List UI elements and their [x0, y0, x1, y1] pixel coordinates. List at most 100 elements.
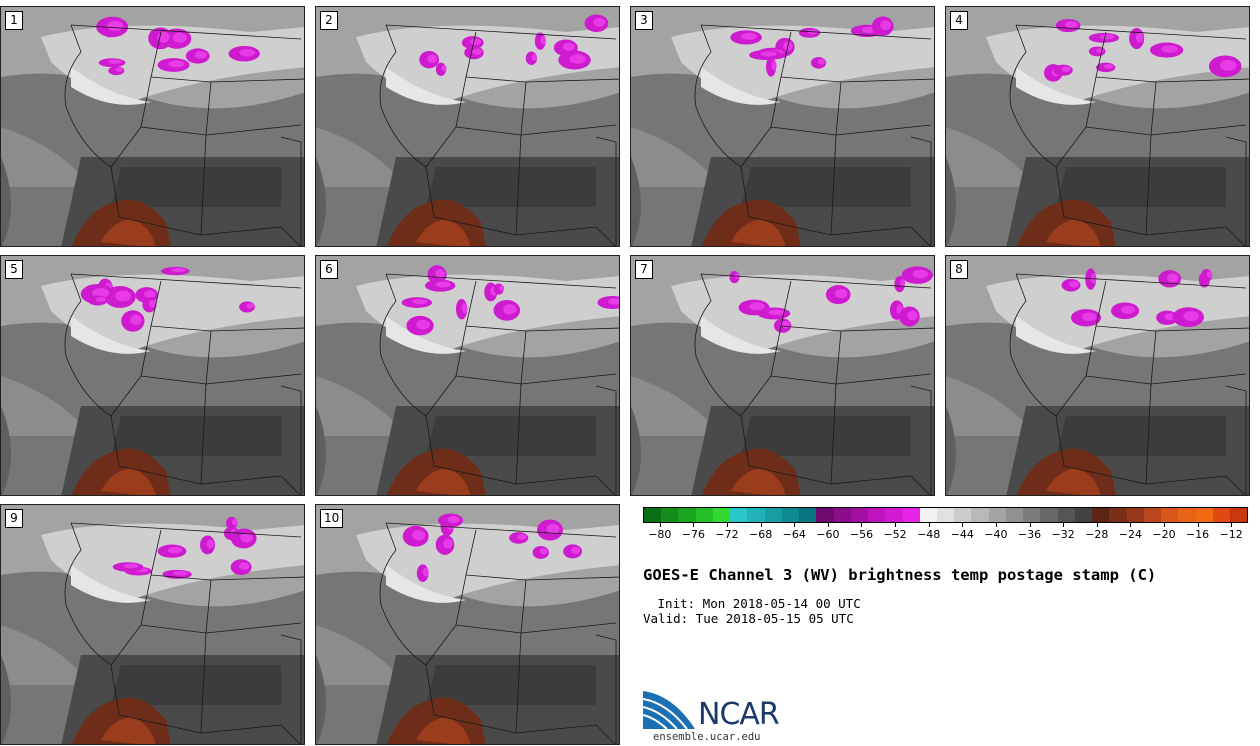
colorbar-swatch [1057, 508, 1075, 522]
colorbar-tick-label: −36 [1017, 528, 1042, 541]
colorbar-tick-label: −40 [984, 528, 1008, 541]
map-panel-9: 9 [0, 504, 305, 745]
colorbar-swatch [1161, 508, 1179, 522]
map-panel-10: 10 [315, 504, 620, 745]
figure-title: GOES-E Channel 3 (WV) brightness temp po… [643, 566, 1157, 584]
member-number: 1 [5, 11, 23, 30]
colorbar-tick-label: −20 [1152, 528, 1176, 541]
colorbar-swatch [678, 508, 696, 522]
colorbar-tick-label: −56 [849, 528, 874, 541]
member-number: 7 [635, 260, 653, 279]
colorbar-swatch [850, 508, 869, 522]
colorbar-swatch [833, 508, 851, 522]
colorbar-tick-label: −12 [1219, 528, 1243, 541]
colorbar-tick-label: −24 [1118, 528, 1142, 541]
map-panel-5: 5 [0, 255, 305, 496]
colorbar-tick [693, 523, 695, 527]
water-vapor-map [316, 505, 619, 744]
colorbar-tick [1063, 523, 1065, 527]
colorbar-swatch [971, 508, 989, 522]
colorbar-swatch [1126, 508, 1144, 522]
colorbar-tick-label: −64 [782, 528, 806, 541]
map-panel-1: 1 [0, 6, 305, 247]
member-number: 6 [320, 260, 338, 279]
colorbar-tick [1163, 523, 1165, 527]
colorbar-tick-label: −80 [648, 528, 672, 541]
colorbar-swatch [730, 508, 748, 522]
colorbar-tick-label: −68 [749, 528, 773, 541]
map-panel-6: 6 [315, 255, 620, 496]
colorbar-tick-label: −28 [1085, 528, 1109, 541]
water-vapor-map [631, 7, 934, 246]
colorbar-tick-label: −60 [816, 528, 840, 541]
member-number: 3 [635, 11, 653, 30]
water-vapor-map [946, 7, 1249, 246]
colorbar-tick [1096, 523, 1098, 527]
colorbar-tick [659, 523, 661, 527]
colorbar-swatch [1109, 508, 1127, 522]
water-vapor-map [1, 256, 304, 495]
colorbar-tick-label: −72 [715, 528, 739, 541]
colorbar-swatch [816, 508, 834, 522]
map-panel-7: 7 [630, 255, 935, 496]
water-vapor-map [316, 256, 619, 495]
colorbar-tick [962, 523, 964, 527]
colorbar-tick [1029, 523, 1031, 527]
member-number: 5 [5, 260, 23, 279]
member-number: 2 [320, 11, 338, 30]
colorbar-swatch [954, 508, 972, 522]
colorbar-tick-label: −76 [681, 528, 706, 541]
colorbar-swatch [781, 508, 800, 522]
colorbar-swatch [661, 508, 679, 522]
colorbar-swatch [1229, 508, 1248, 522]
colorbar-ticks: −80 −76 −72 −68 −64 −60 −56 −52 −48 −44 −40 −36 −32−… [643, 523, 1248, 543]
water-vapor-map [1, 7, 304, 246]
member-number: 9 [5, 509, 23, 528]
water-vapor-map [946, 256, 1249, 495]
colorbar-tick-label: −44 [950, 528, 974, 541]
valid-time: Valid: Tue 2018-05-15 05 UTC [643, 611, 854, 626]
init-time: Init: Mon 2018-05-14 00 UTC [650, 596, 861, 611]
water-vapor-map [316, 7, 619, 246]
map-panel-2: 2 [315, 6, 620, 247]
colorbar-tick [760, 523, 762, 527]
colorbar-tick [727, 523, 729, 527]
colorbar-swatch [712, 508, 731, 522]
map-panel-8: 8 [945, 255, 1250, 496]
water-vapor-map [631, 256, 934, 495]
colorbar-swatch [868, 508, 886, 522]
colorbar-swatch [1023, 508, 1041, 522]
map-panel-4: 4 [945, 6, 1250, 247]
colorbar-tick-label: −32 [1051, 528, 1075, 541]
colorbar-tick [1130, 523, 1132, 527]
colorbar-tick [1197, 523, 1199, 527]
colorbar-swatch [799, 508, 817, 522]
colorbar-swatch [936, 508, 955, 522]
member-number: 8 [950, 260, 968, 279]
colorbar-swatch [644, 508, 662, 522]
colorbar-swatch [1040, 508, 1058, 522]
colorbar-tick-label: −52 [883, 528, 907, 541]
colorbar-swatch [747, 508, 765, 522]
member-number: 10 [320, 509, 344, 528]
colorbar-swatch [1074, 508, 1093, 522]
colorbar-tick [827, 523, 829, 527]
colorbar-tick [928, 523, 930, 527]
colorbar-tick-label: −48 [917, 528, 941, 541]
colorbar-swatch [1092, 508, 1110, 522]
colorbar-swatch [885, 508, 903, 522]
map-panel-3: 3 [630, 6, 935, 247]
colorbar-swatch [1212, 508, 1230, 522]
member-number: 4 [950, 11, 968, 30]
colorbar-swatch [1143, 508, 1162, 522]
colorbar-tick-label: −16 [1185, 528, 1210, 541]
site-url: ensemble.ucar.edu [653, 731, 761, 743]
colorbar-swatch [1005, 508, 1024, 522]
colorbar-tick [861, 523, 863, 527]
logo-text: NCAR [698, 697, 780, 732]
colorbar-swatch [988, 508, 1006, 522]
colorbar-swatch [764, 508, 782, 522]
colorbar-tick [1231, 523, 1233, 527]
colorbar-tick [794, 523, 796, 527]
ncar-logo-icon [643, 691, 695, 730]
